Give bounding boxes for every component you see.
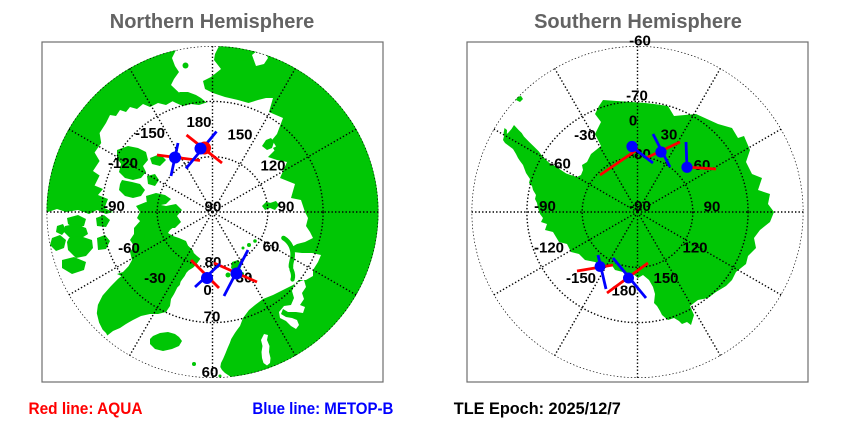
svg-text:120: 120 [682,239,707,256]
svg-text:30: 30 [661,126,678,143]
svg-text:150: 150 [227,126,252,143]
svg-text:-90: -90 [103,198,125,215]
svg-text:-30: -30 [144,270,166,287]
svg-text:-60: -60 [118,240,140,257]
svg-text:0: 0 [629,112,637,129]
svg-text:80: 80 [205,254,222,271]
svg-text:-150: -150 [566,270,596,287]
svg-text:60: 60 [694,157,711,174]
svg-text:70: 70 [204,308,221,325]
svg-text:-70: -70 [626,87,648,104]
svg-text:90: 90 [278,198,295,215]
svg-text:90: 90 [704,198,721,215]
svg-text:60: 60 [202,364,219,381]
svg-text:180: 180 [611,282,636,299]
svg-text:Red line: AQUA: Red line: AQUA [29,399,143,418]
svg-text:-120: -120 [108,155,138,172]
svg-text:TLE Epoch: 2025/12/7: TLE Epoch: 2025/12/7 [454,399,621,418]
svg-text:90: 90 [205,198,222,215]
svg-text:60: 60 [263,238,280,255]
svg-text:-90: -90 [629,198,651,215]
svg-text:0: 0 [203,282,211,299]
svg-text:180: 180 [186,114,211,131]
svg-text:-90: -90 [534,198,556,215]
svg-text:Blue line: METOP-B: Blue line: METOP-B [252,399,393,418]
svg-text:-30: -30 [574,127,596,144]
svg-text:120: 120 [260,157,285,174]
svg-text:Southern Hemisphere: Southern Hemisphere [534,11,742,33]
svg-text:150: 150 [653,270,678,287]
svg-text:-150: -150 [135,125,165,142]
svg-text:-60: -60 [629,32,651,49]
svg-text:-120: -120 [534,239,564,256]
svg-text:Northern Hemisphere: Northern Hemisphere [110,11,315,33]
svg-text:-60: -60 [549,155,571,172]
